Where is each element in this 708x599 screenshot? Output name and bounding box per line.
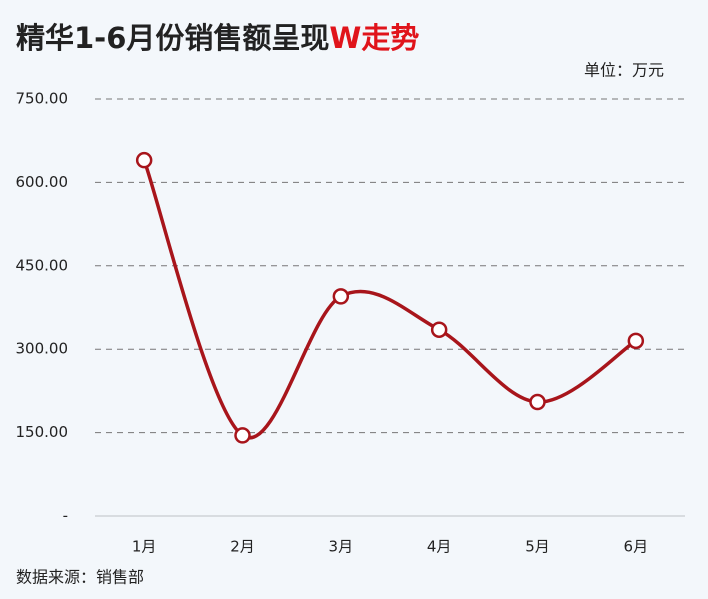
x-tick-label: 2月	[230, 538, 255, 556]
y-tick-label: -	[63, 507, 68, 525]
chart-title: 精华1-6月份销售额呈现W走势	[16, 21, 419, 55]
x-tick-label: 3月	[329, 538, 354, 556]
title-highlight: W走势	[329, 21, 419, 55]
y-tick-label: 300.00	[16, 340, 69, 358]
title-main: 精华1-6月份销售额呈现	[16, 21, 329, 55]
data-point	[234, 427, 251, 444]
data-point	[430, 321, 448, 338]
data-point	[627, 332, 645, 350]
subtitle: 单位：万元	[584, 61, 664, 80]
x-tick-label: 4月	[427, 538, 452, 556]
x-tick-label: 1月	[132, 538, 157, 556]
x-tick-label: 5月	[525, 538, 550, 556]
y-tick-label: 750.00	[16, 90, 69, 108]
data-point	[529, 393, 546, 411]
source-note: 数据来源：销售部	[16, 568, 144, 587]
y-tick-label: 450.00	[16, 256, 69, 274]
x-tick-label: 6月	[624, 538, 649, 556]
y-tick-label: 600.00	[16, 173, 69, 191]
data-point	[135, 151, 153, 169]
y-tick-label: 150.00	[16, 423, 69, 441]
data-point	[332, 288, 350, 305]
